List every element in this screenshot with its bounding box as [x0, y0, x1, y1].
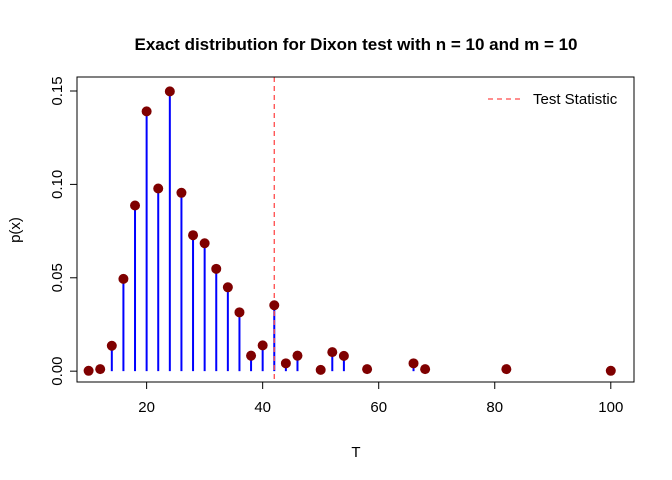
x-tick-label-80: 80	[486, 399, 503, 416]
chart-title: Exact distribution for Dixon test with n…	[134, 35, 577, 54]
point-36	[234, 307, 245, 318]
point-100	[605, 365, 616, 376]
point-40	[257, 340, 268, 351]
point-46	[292, 350, 303, 361]
y-axis-label: p(x)	[7, 217, 24, 243]
y-tick-label-3: 0.15	[49, 76, 66, 105]
point-24	[164, 86, 175, 97]
y-tick-label-2: 0.10	[49, 170, 66, 199]
point-82	[501, 364, 512, 375]
point-20	[141, 106, 152, 117]
legend: Test Statistic	[488, 91, 618, 108]
point-34	[222, 282, 233, 293]
y-tick-label-0: 0.00	[49, 357, 66, 386]
point-68	[420, 364, 431, 375]
x-tick-label-60: 60	[370, 399, 387, 416]
point-32	[211, 263, 222, 274]
x-axis-label: T	[351, 444, 360, 461]
point-26	[176, 187, 187, 198]
y-tick-label-1: 0.05	[49, 263, 66, 292]
plot-frame	[76, 76, 635, 383]
points-layer	[83, 86, 616, 376]
legend-label: Test Statistic	[533, 91, 618, 108]
point-12	[95, 364, 106, 375]
x-tick-label-40: 40	[254, 399, 271, 416]
point-22	[153, 183, 164, 194]
x-axis: 20 40 60 80 100	[138, 381, 623, 416]
x-tick-label-20: 20	[138, 399, 155, 416]
point-44	[280, 358, 291, 369]
point-18	[130, 200, 141, 211]
y-axis: 0.00 0.05 0.10 0.15	[49, 76, 78, 386]
point-52	[327, 347, 338, 358]
x-tick-label-100: 100	[598, 399, 623, 416]
point-28	[188, 230, 199, 241]
point-30	[199, 238, 210, 249]
point-14	[106, 340, 117, 351]
point-50	[315, 364, 326, 375]
point-58	[362, 364, 373, 375]
point-10	[83, 365, 94, 376]
point-66	[408, 358, 419, 369]
point-16	[118, 273, 129, 284]
point-38	[246, 350, 257, 361]
stems-layer	[87, 91, 612, 372]
point-54	[338, 350, 349, 361]
point-42	[269, 300, 280, 311]
